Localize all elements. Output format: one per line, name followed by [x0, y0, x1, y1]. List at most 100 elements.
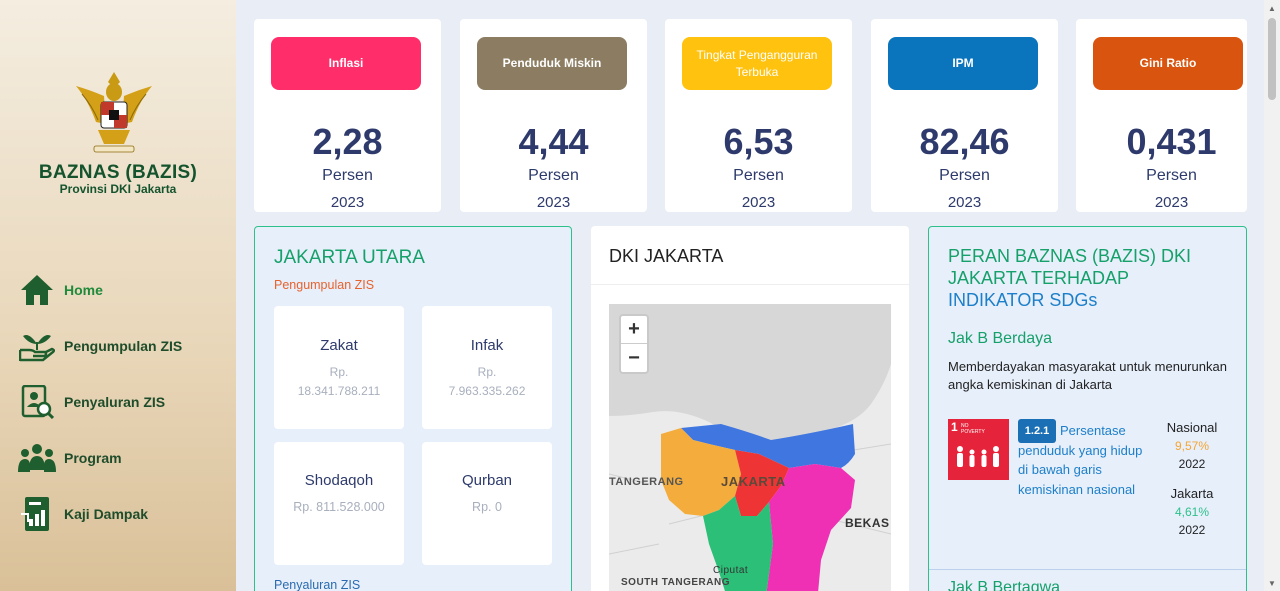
stat-card-penduduk-miskin: Penduduk Miskin 4,44 Persen 2023: [460, 19, 647, 212]
stat-label-pill: IPM: [888, 37, 1038, 90]
zis-card-shodaqoh[interactable]: Shodaqoh Rp. 811.528.000: [274, 442, 404, 565]
scroll-down-arrow-icon[interactable]: ▼: [1268, 578, 1276, 588]
zis-card-value: Rp. 18.341.788.211: [274, 363, 404, 400]
nav-item-label: Program: [64, 450, 122, 466]
stat-unit: Persen: [733, 167, 784, 184]
zis-card-amount: 7.963.335.262: [448, 383, 526, 398]
nav-item-home[interactable]: Home: [18, 262, 182, 318]
map-label-south-tangerang: SOUTH TANGERANG: [621, 577, 730, 588]
zis-card-amount: 18.341.788.211: [297, 383, 381, 398]
stat-label-pill: Tingkat Pengangguran Terbuka: [682, 37, 832, 90]
map-label-ciputat: Ciputat: [713, 565, 749, 576]
stat-year: 2023: [741, 194, 776, 211]
nav-item-kaji-dampak[interactable]: Kaji Dampak: [18, 486, 182, 542]
stat-label-pill: Penduduk Miskin: [477, 37, 627, 90]
nav-item-program[interactable]: Program: [18, 430, 182, 486]
jakarta-map[interactable]: TANGERANG JAKARTA BEKAS Ciputat SOUTH TA…: [609, 304, 891, 591]
distribution-label: Penyaluran ZIS: [274, 578, 361, 591]
hand-plant-icon: [18, 327, 56, 365]
nav-item-penyaluran-zis[interactable]: Penyaluran ZIS: [18, 374, 182, 430]
zis-card-value: Rp. 7.963.335.262: [422, 363, 552, 400]
jakarta-value: 4,61%: [1174, 505, 1210, 519]
stat-value: 4,44: [518, 121, 589, 162]
national-value: 9,57%: [1174, 439, 1210, 453]
nav-item-label: Penyaluran ZIS: [64, 394, 166, 410]
map-title: DKI JAKARTA: [609, 246, 724, 266]
stat-year: 2023: [947, 194, 982, 211]
zis-card-title: Qurban: [461, 472, 513, 489]
jakarta-stat: Jakarta 4,61% 2022: [1157, 485, 1227, 539]
document-search-icon: [18, 383, 56, 421]
zis-card-currency: Rp.: [477, 365, 497, 379]
stat-unit: Persen: [528, 167, 579, 184]
zis-card-qurban[interactable]: Qurban Rp. 0: [422, 442, 552, 565]
zis-card-amount: Rp. 811.528.000: [293, 500, 385, 514]
next-section-title: Jak B Bertaqwa: [948, 579, 1061, 591]
zis-card-title: Shodaqoh: [304, 472, 374, 489]
collection-label: Pengumpulan ZIS: [274, 278, 375, 292]
sidebar: BAZNAS (BAZIS) Provinsi DKI Jakarta Home…: [0, 0, 236, 591]
sdg-title-line2: JAKARTA TERHADAP: [948, 268, 1130, 288]
brand-name: BAZNAS (BAZIS): [38, 162, 198, 183]
page-scrollbar[interactable]: ▲ ▼: [1264, 0, 1280, 591]
divider: [929, 569, 1246, 570]
sdg-description: Memberdayakan masyarakat untuk menurunka…: [948, 359, 1227, 392]
stat-year: 2023: [1154, 194, 1189, 211]
stat-card-ipm: IPM 82,46 Persen 2023: [871, 19, 1058, 212]
zis-card-title: Zakat: [320, 337, 358, 354]
indicator-code-badge: 1.2.1: [1018, 419, 1056, 443]
stat-unit: Persen: [1146, 167, 1197, 184]
stat-card-pengangguran: Tingkat Pengangguran Terbuka 6,53 Persen…: [665, 19, 852, 212]
stat-value: 82,46: [919, 121, 1010, 162]
map-panel: DKI JAKARTA TANGERANG JAKARTA BEKAS Cipu…: [591, 226, 909, 591]
nav-item-label: Home: [64, 282, 103, 298]
chart-report-icon: [18, 495, 56, 533]
map-zoom-control: + −: [619, 314, 649, 374]
stat-label-pill: Inflasi: [271, 37, 421, 90]
family-figures-icon: [957, 446, 999, 467]
brand-subtitle: Provinsi DKI Jakarta: [59, 182, 177, 196]
zoom-out-button[interactable]: −: [628, 346, 640, 369]
sdg-title-line1: PERAN BAZNAS (BAZIS) DKI: [948, 246, 1192, 266]
region-title: JAKARTA UTARA: [274, 247, 425, 268]
stat-label-pill: Gini Ratio: [1093, 37, 1243, 90]
scrollbar-thumb[interactable]: [1268, 18, 1276, 100]
zis-card-title: Infak: [470, 337, 504, 354]
stat-year: 2023: [536, 194, 571, 211]
stat-year: 2023: [330, 194, 365, 211]
sdg-title-line3: INDIKATOR SDGs: [948, 290, 1098, 310]
sidebar-nav: Home Pengumpulan ZIS Penyaluran ZIS Prog…: [18, 262, 182, 542]
scroll-up-arrow-icon[interactable]: ▲: [1268, 3, 1276, 13]
garuda-pancasila-logo: [76, 72, 152, 153]
stat-unit: Persen: [322, 167, 373, 184]
map-label-bekasi: BEKAS: [845, 516, 890, 530]
stat-card-inflasi: Inflasi 2,28 Persen 2023: [254, 19, 441, 212]
zis-card-zakat[interactable]: Zakat Rp. 18.341.788.211: [274, 306, 404, 429]
national-label: Nasional: [1166, 420, 1218, 435]
jakarta-year: 2022: [1178, 523, 1206, 537]
nav-item-label: Pengumpulan ZIS: [64, 338, 183, 354]
map-canvas: [609, 304, 891, 591]
stat-value: 0,431: [1126, 121, 1217, 162]
region-zis-panel: JAKARTA UTARA Pengumpulan ZIS Zakat Rp. …: [254, 226, 572, 591]
zoom-in-button[interactable]: +: [621, 316, 647, 344]
sdg-panel: PERAN BAZNAS (BAZIS) DKI JAKARTA TERHADA…: [928, 226, 1247, 591]
sdg-tile-number: 1: [951, 420, 958, 434]
sdg-tile-text: NO POVERTY: [961, 423, 985, 435]
national-year: 2022: [1178, 457, 1206, 471]
sdg-panel-title: PERAN BAZNAS (BAZIS) DKI JAKARTA TERHADA…: [948, 245, 1228, 311]
home-icon: [18, 271, 56, 309]
sdg-no-poverty-icon: 1 NO POVERTY: [948, 419, 1009, 480]
divider: [591, 284, 909, 285]
stat-card-gini-ratio: Gini Ratio 0,431 Persen 2023: [1076, 19, 1247, 212]
zis-card-infak[interactable]: Infak Rp. 7.963.335.262: [422, 306, 552, 429]
people-group-icon: [18, 439, 56, 477]
sdg-section-title: Jak B Berdaya: [948, 330, 1053, 347]
map-label-jakarta: JAKARTA: [721, 474, 786, 489]
stat-value: 2,28: [312, 121, 383, 162]
nav-item-pengumpulan-zis[interactable]: Pengumpulan ZIS: [18, 318, 182, 374]
stat-unit: Persen: [939, 167, 990, 184]
zis-card-currency: Rp.: [329, 365, 349, 379]
indicator-link[interactable]: Persentase penduduk yang hidup di bawah …: [1018, 423, 1143, 497]
map-label-tangerang: TANGERANG: [609, 476, 684, 488]
